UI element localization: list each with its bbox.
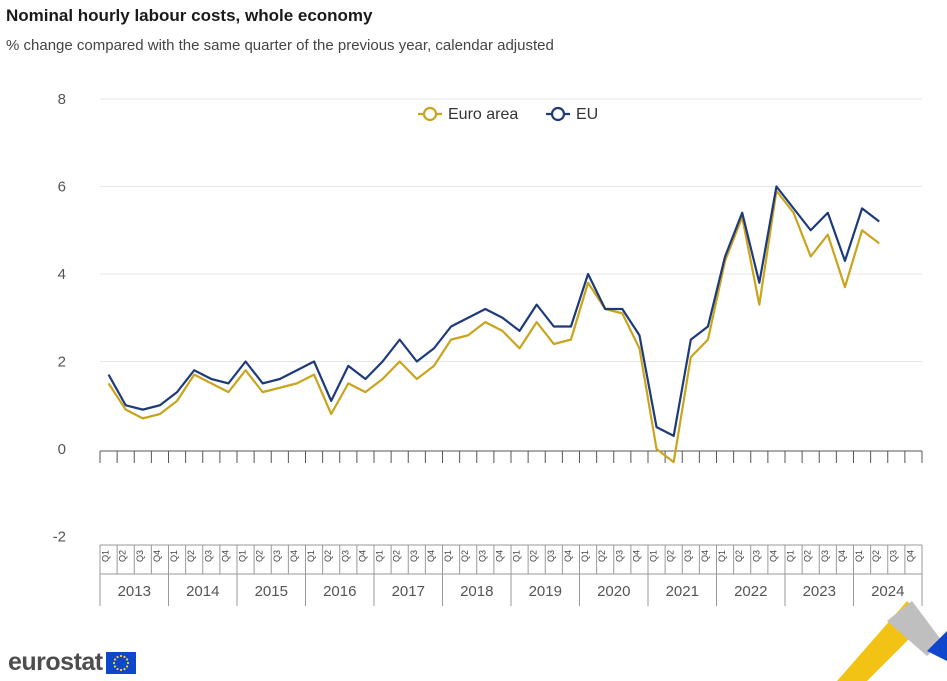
y-tick-label: -2 [53, 529, 66, 546]
logo-text: eurostat [8, 648, 103, 676]
quarter-label: Q3 [340, 550, 350, 562]
quarter-label: Q4 [152, 550, 162, 562]
y-tick-label: 2 [58, 354, 66, 371]
quarter-label: Q1 [443, 550, 453, 562]
year-label: 2022 [734, 583, 767, 600]
quarter-label: Q1 [649, 550, 659, 562]
decorative-ribbon-icon [837, 601, 947, 681]
y-tick-label: 6 [58, 179, 66, 196]
chart-title: Nominal hourly labour costs, whole econo… [6, 6, 373, 25]
year-label: 2021 [666, 583, 699, 600]
y-tick-label: 4 [58, 266, 66, 283]
quarter-label: Q2 [460, 550, 470, 562]
eurostat-logo[interactable]: eurostat [8, 648, 136, 677]
x-axis: Q1 Q2 Q3 Q4 Q1 Q2 Q3 Q4 Q1 Q2 Q3 Q4 Q1 Q2 Q3 Q4 Q1 Q2 Q3 Q4… [99, 450, 923, 606]
quarter-label: Q4 [563, 550, 573, 562]
quarter-label: Q2 [734, 550, 744, 562]
quarter-label: Q4 [837, 550, 847, 562]
legend-item-eu[interactable]: EU [546, 106, 598, 123]
quarter-label: Q1 [169, 550, 179, 562]
quarter-label: Q3 [203, 550, 213, 562]
legend-label: EU [576, 106, 598, 123]
quarter-label: Q3 [820, 550, 830, 562]
quarter-label: Q4 [357, 550, 367, 562]
quarter-label: Q4 [905, 550, 915, 562]
y-tick-label: 8 [58, 91, 66, 108]
year-label: 2017 [392, 583, 425, 600]
series-lines [107, 185, 880, 464]
quarter-label: Q1 [854, 550, 864, 562]
quarter-label: Q1 [238, 550, 248, 562]
year-label: 2015 [255, 583, 288, 600]
quarter-label: Q3 [409, 550, 419, 562]
quarter-label: Q2 [529, 550, 539, 562]
line-chart: -2 0 2 4 6 8 Q1 Q2 Q3 Q4 Q1 Q2 Q3 Q4 Q1 Q2 Q3 Q4 Q1 Q2 Q3 Q4… [53, 91, 923, 606]
quarter-label: Q3 [614, 550, 624, 562]
year-label: 2019 [529, 583, 562, 600]
quarter-label: Q2 [255, 550, 265, 562]
year-label: 2020 [597, 583, 630, 600]
quarter-label: Q4 [220, 550, 230, 562]
series-line-euro-area [107, 189, 880, 464]
legend-item-euro-area[interactable]: Euro area [418, 106, 518, 123]
quarter-label: Q4 [768, 550, 778, 562]
year-label: 2014 [186, 583, 219, 600]
year-label: 2013 [118, 583, 151, 600]
series-line-eu [107, 185, 880, 437]
quarter-label: Q3 [546, 550, 556, 562]
quarter-label: Q1 [580, 550, 590, 562]
quarter-label: Q4 [289, 550, 299, 562]
quarter-label: Q4 [426, 550, 436, 562]
quarter-label: Q1 [101, 550, 111, 562]
quarter-label: Q1 [512, 550, 522, 562]
quarter-label: Q1 [717, 550, 727, 562]
year-label: 2024 [871, 583, 904, 600]
quarter-label: Q4 [631, 550, 641, 562]
chart-subtitle: % change compared with the same quarter … [6, 37, 554, 54]
quarter-label: Q1 [375, 550, 385, 562]
quarter-label: Q1 [306, 550, 316, 562]
year-label: 2023 [803, 583, 836, 600]
year-label: 2016 [323, 583, 356, 600]
quarter-label: Q2 [392, 550, 402, 562]
quarter-label: Q2 [803, 550, 813, 562]
quarter-label: Q2 [666, 550, 676, 562]
legend-marker [550, 106, 566, 122]
eu-flag-icon [105, 651, 136, 674]
legend-label: Euro area [448, 106, 518, 123]
quarter-label: Q1 [786, 550, 796, 562]
year-label: 2018 [460, 583, 493, 600]
quarter-label: Q3 [477, 550, 487, 562]
quarter-label: Q2 [871, 550, 881, 562]
quarter-label: Q3 [135, 550, 145, 562]
quarter-label: Q2 [186, 550, 196, 562]
quarter-label: Q2 [323, 550, 333, 562]
quarter-label: Q4 [700, 550, 710, 562]
quarter-label: Q4 [494, 550, 504, 562]
quarter-label: Q3 [751, 550, 761, 562]
quarter-label: Q2 [597, 550, 607, 562]
quarter-label: Q2 [118, 550, 128, 562]
quarter-label: Q3 [683, 550, 693, 562]
grid-lines [100, 98, 922, 362]
y-tick-label: 0 [58, 441, 66, 458]
quarter-label: Q3 [888, 550, 898, 562]
quarter-label: Q3 [272, 550, 282, 562]
y-axis-ticks: -2 0 2 4 6 8 [53, 91, 66, 546]
legend-marker [422, 106, 438, 122]
legend[interactable]: Euro area EU [418, 106, 598, 123]
